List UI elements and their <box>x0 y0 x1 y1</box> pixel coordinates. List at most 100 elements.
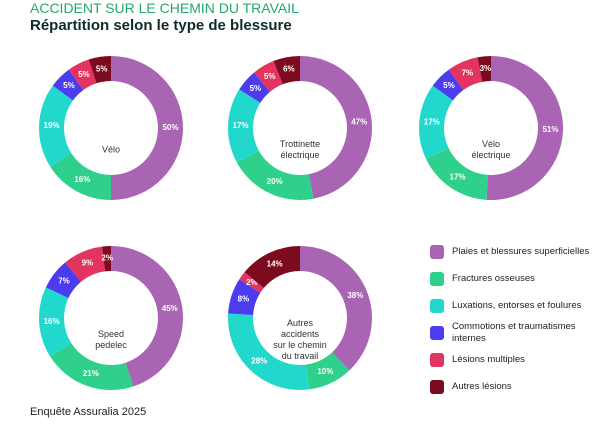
value-label: 5% <box>63 81 75 90</box>
legend-item: Fractures osseuses <box>430 265 605 292</box>
donut-segment <box>254 61 283 92</box>
legend-item: Commotions et traumatismes internes <box>430 319 605 346</box>
legend-swatch <box>430 271 444 286</box>
donut-segment <box>45 262 82 298</box>
value-label: 51% <box>542 125 558 134</box>
donut-segment <box>239 72 271 103</box>
donut-segment <box>300 56 373 199</box>
donut-segment <box>50 153 111 201</box>
value-label: 45% <box>162 304 178 313</box>
donut-segment <box>477 56 491 82</box>
legend-swatch <box>430 379 444 394</box>
donut-segment <box>486 56 563 200</box>
center-label: du travail <box>282 351 319 361</box>
donut-segment <box>88 56 111 84</box>
value-label: 5% <box>443 81 455 90</box>
center-label: électrique <box>280 150 319 160</box>
donut-segment <box>65 246 106 282</box>
legend-label: Commotions et traumatismes internes <box>452 320 576 344</box>
legend-item: Autres lésions <box>430 373 605 400</box>
value-label: 21% <box>83 369 99 378</box>
donut-segment <box>101 246 111 272</box>
donut-segment <box>228 279 261 316</box>
legend-item: Plaies et blessures superficielles <box>430 238 605 265</box>
donut-segment <box>244 246 300 289</box>
legend-label: Fractures osseuses <box>452 272 535 284</box>
center-disc <box>66 273 156 363</box>
kicker: ACCIDENT SUR LE CHEMIN DU TRAVAIL <box>30 0 299 16</box>
value-label: 5% <box>96 64 108 73</box>
value-label: 3% <box>480 64 492 73</box>
center-label: Vélo <box>102 144 120 154</box>
donut-segment <box>111 56 183 200</box>
value-label: 47% <box>351 118 367 127</box>
donut-segment <box>50 343 134 390</box>
legend-label: Autres lésions <box>452 380 512 392</box>
legend-item: Lésions multiples <box>430 346 605 373</box>
donut-segment <box>227 89 261 163</box>
donut-segment <box>419 85 453 159</box>
value-label: 16% <box>74 175 90 184</box>
value-label: 20% <box>267 177 283 186</box>
donut-segment <box>39 287 72 357</box>
donut-segment <box>448 57 483 90</box>
value-label: 5% <box>250 84 262 93</box>
donut-segment <box>52 69 84 101</box>
value-label: 2% <box>246 278 258 287</box>
donut-segment <box>300 246 372 371</box>
legend-label: Luxations, entorses et foulures <box>452 299 582 311</box>
value-label: 16% <box>44 317 60 326</box>
donut-segment <box>273 56 300 85</box>
center-disc <box>66 83 156 173</box>
value-label: 17% <box>233 121 249 130</box>
center-label: Vélo <box>482 139 500 149</box>
value-label: 5% <box>78 70 90 79</box>
legend-item: Luxations, entorses et foulures <box>430 292 605 319</box>
value-label: 17% <box>424 118 440 127</box>
legend-swatch <box>430 325 444 340</box>
value-label: 17% <box>450 172 466 181</box>
value-label: 9% <box>82 259 94 268</box>
donut-segment <box>228 313 310 390</box>
value-label: 7% <box>462 69 474 78</box>
value-label: 10% <box>317 367 333 376</box>
value-label: 28% <box>251 356 267 365</box>
source: Enquête Assuralia 2025 <box>30 406 147 418</box>
legend: Plaies et blessures superficielles Fractu… <box>430 238 605 400</box>
donut-segment <box>305 352 350 390</box>
donut-segment <box>68 59 97 90</box>
legend-label: Plaies et blessures superficielles <box>452 245 590 257</box>
legend-swatch <box>430 298 444 313</box>
center-disc <box>255 273 345 363</box>
center-disc <box>446 83 536 173</box>
title: Répartition selon le type de blessure <box>30 17 292 34</box>
donut-segment <box>111 246 184 387</box>
center-label: pedelec <box>95 340 127 350</box>
donut-segment <box>239 272 264 293</box>
legend-swatch <box>430 244 444 259</box>
value-label: 6% <box>283 65 295 74</box>
center-label: accidents <box>281 329 320 339</box>
value-label: 5% <box>264 72 276 81</box>
center-disc <box>255 83 345 173</box>
value-label: 7% <box>58 277 70 286</box>
legend-swatch <box>430 352 444 367</box>
value-label: 2% <box>101 254 113 263</box>
center-label: sur le chemin <box>273 340 327 350</box>
value-label: 38% <box>347 291 363 300</box>
center-label: Autres <box>287 318 314 328</box>
value-label: 14% <box>267 259 283 268</box>
donut-segment <box>236 150 314 201</box>
center-label: Trottinette <box>280 139 320 149</box>
legend-label: Lésions multiples <box>452 353 525 365</box>
center-label: Speed <box>98 329 124 339</box>
donut-segment <box>425 148 489 200</box>
value-label: 19% <box>44 121 60 130</box>
donut-segment <box>432 69 464 101</box>
value-label: 8% <box>238 295 250 304</box>
value-label: 50% <box>162 123 178 132</box>
donut-segment <box>39 85 73 167</box>
center-label: électrique <box>471 150 510 160</box>
